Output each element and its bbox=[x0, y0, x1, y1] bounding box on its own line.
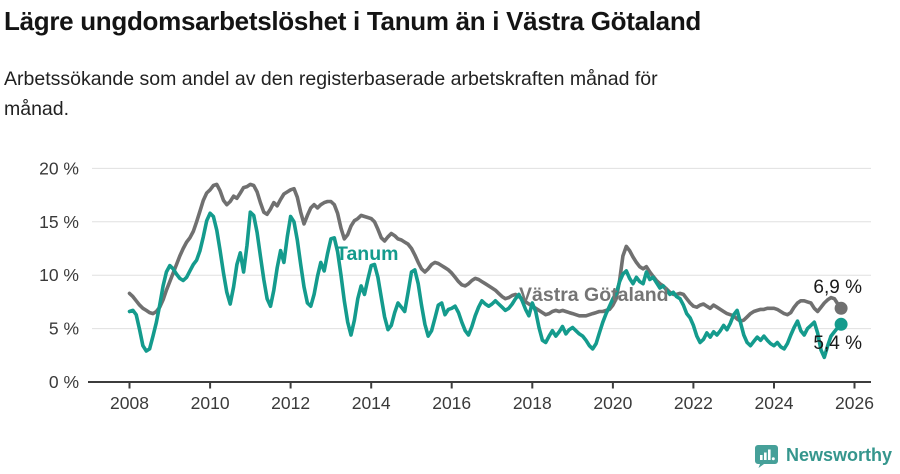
y-axis-tick-labels: 0 % 5 % 10 % 15 % 20 % bbox=[39, 158, 79, 392]
bar-2 bbox=[763, 452, 767, 460]
chart-subtitle-line2: månad. bbox=[4, 98, 70, 120]
x-axis-tick-labels: 2008 2010 2012 2014 2016 2018 2020 2022 2024 2026 bbox=[110, 393, 874, 413]
chart-subtitle-line1: Arbetssökande som andel av den registerb… bbox=[4, 68, 658, 90]
bar-1 bbox=[759, 455, 763, 460]
svg-text:15 %: 15 % bbox=[39, 212, 79, 232]
chart-subtitle: Arbetssökande som andel av den registerb… bbox=[4, 64, 844, 124]
brand-name: Newsworthy bbox=[785, 445, 892, 465]
svg-text:2016: 2016 bbox=[432, 393, 471, 413]
svg-text:2020: 2020 bbox=[593, 393, 632, 413]
svg-text:10 %: 10 % bbox=[39, 265, 79, 285]
svg-text:2024: 2024 bbox=[755, 393, 794, 413]
svg-text:2010: 2010 bbox=[191, 393, 230, 413]
bar-3 bbox=[767, 449, 771, 460]
x-axis bbox=[88, 381, 871, 389]
svg-text:2012: 2012 bbox=[271, 393, 310, 413]
svg-text:20 %: 20 % bbox=[39, 158, 79, 178]
end-value-label-vastra-gotaland: 6,9 % bbox=[813, 277, 862, 298]
exclamation-dot bbox=[771, 457, 775, 461]
svg-text:2026: 2026 bbox=[835, 393, 874, 413]
gridlines bbox=[92, 167, 871, 330]
series-label-tanum: Tanum bbox=[336, 243, 398, 265]
svg-text:0 %: 0 % bbox=[49, 372, 79, 392]
series-end-dots bbox=[834, 301, 848, 331]
svg-text:2022: 2022 bbox=[674, 393, 713, 413]
svg-text:2018: 2018 bbox=[513, 393, 552, 413]
end-value-label-tanum: 5,4 % bbox=[813, 333, 862, 354]
svg-text:2008: 2008 bbox=[110, 393, 149, 413]
line-tanum bbox=[127, 210, 843, 360]
page-title: Lägre ungdomsarbetslöshet i Tanum än i V… bbox=[4, 6, 702, 36]
svg-text:2014: 2014 bbox=[352, 393, 391, 413]
line-vastra-gotaland bbox=[127, 182, 843, 323]
newsworthy-logo-icon bbox=[754, 445, 778, 468]
svg-text:5 %: 5 % bbox=[49, 319, 79, 339]
newsworthy-brand-link[interactable]: Newsworthy bbox=[754, 443, 892, 468]
series-label-vastra-gotaland: Västra Götaland bbox=[519, 284, 669, 306]
